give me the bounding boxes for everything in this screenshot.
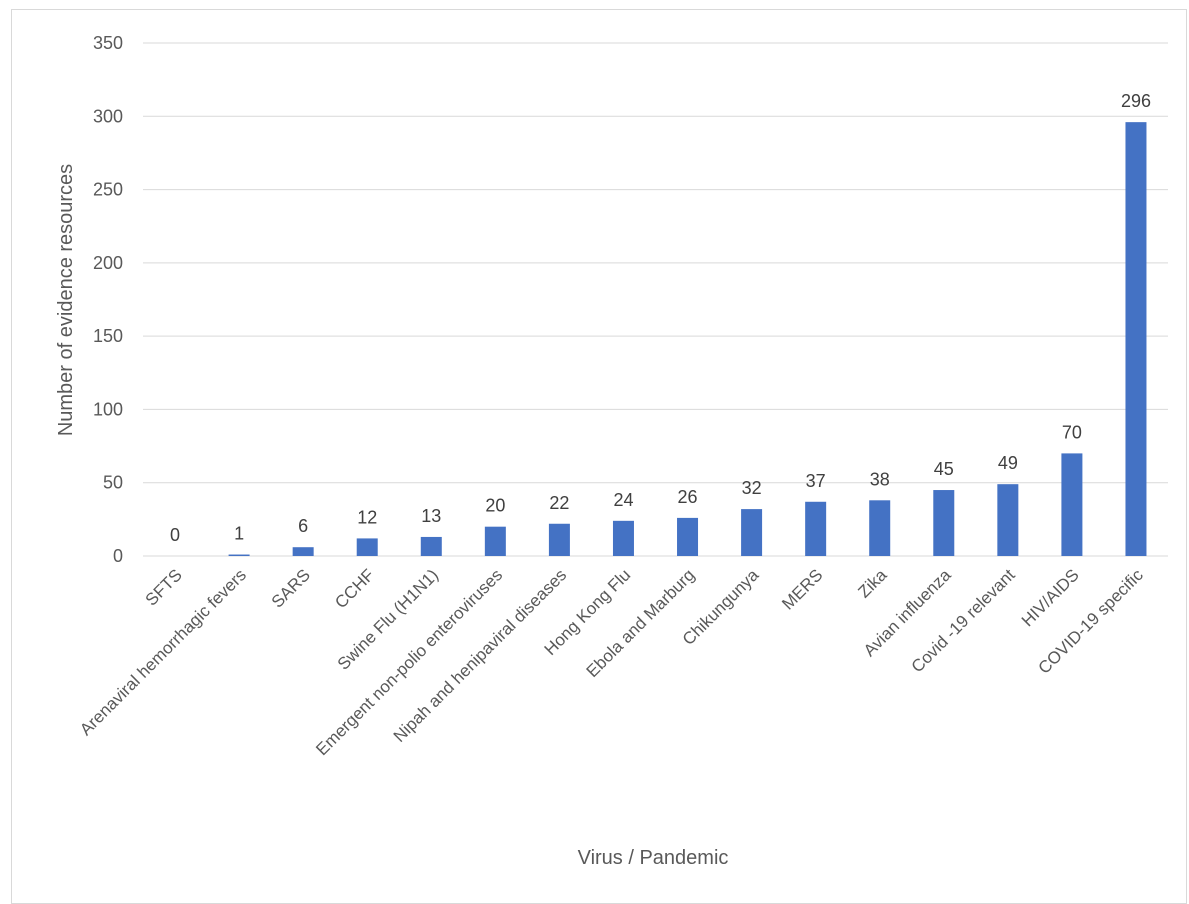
bar	[997, 484, 1019, 556]
y-tick-label: 300	[93, 106, 123, 126]
data-label: 45	[934, 459, 954, 479]
data-label: 49	[998, 453, 1018, 473]
data-label: 22	[549, 493, 569, 513]
bar	[1061, 453, 1083, 556]
data-label: 12	[357, 507, 377, 527]
data-label: 37	[806, 471, 826, 491]
bar	[228, 554, 250, 556]
x-axis-title: Virus / Pandemic	[578, 847, 729, 869]
bar	[869, 500, 891, 556]
gridlines	[143, 42, 1168, 557]
y-tick-label: 0	[113, 546, 123, 566]
bar	[741, 509, 763, 556]
bar	[484, 526, 506, 556]
data-label: 38	[870, 469, 890, 489]
bar	[356, 538, 378, 556]
y-tick-label: 200	[93, 253, 123, 273]
bar	[420, 536, 442, 556]
y-tick-label: 50	[103, 473, 123, 493]
y-axis-ticks: 0 50 100 150 200 250 300 350	[93, 33, 123, 566]
y-tick-label: 100	[93, 399, 123, 419]
chart-frame	[11, 9, 1187, 904]
bar	[292, 547, 314, 556]
data-label: 6	[298, 516, 308, 536]
y-tick-label: 250	[93, 180, 123, 200]
bar	[612, 520, 634, 556]
bars	[228, 122, 1147, 557]
category-label: HIV/AIDS	[1018, 565, 1083, 630]
data-label: 70	[1062, 422, 1082, 442]
data-label: 32	[742, 478, 762, 498]
y-tick-label: 150	[93, 326, 123, 346]
y-axis-title: Number of evidence resources	[55, 164, 77, 436]
bar	[1125, 122, 1147, 557]
category-label: Ebola and Marburg	[583, 565, 699, 681]
bar	[548, 523, 570, 556]
bar	[805, 501, 827, 556]
bar	[933, 490, 955, 556]
category-label: SFTS	[142, 565, 186, 609]
data-label: 13	[421, 506, 441, 526]
data-label: 0	[170, 525, 180, 545]
bar	[677, 517, 699, 556]
category-label: CCHF	[331, 565, 378, 612]
category-label: Zika	[854, 565, 891, 602]
data-label: 24	[613, 490, 633, 510]
category-label: MERS	[778, 565, 826, 613]
category-label: SARS	[268, 565, 314, 611]
data-label: 296	[1121, 91, 1151, 111]
data-labels: 0 1 6 12 13 20 22 24 26 32 37 38 45 49 70 296	[170, 91, 1151, 545]
data-label: 1	[234, 524, 244, 544]
data-label: 26	[678, 487, 698, 507]
data-label: 20	[485, 496, 505, 516]
y-tick-label: 350	[93, 33, 123, 53]
